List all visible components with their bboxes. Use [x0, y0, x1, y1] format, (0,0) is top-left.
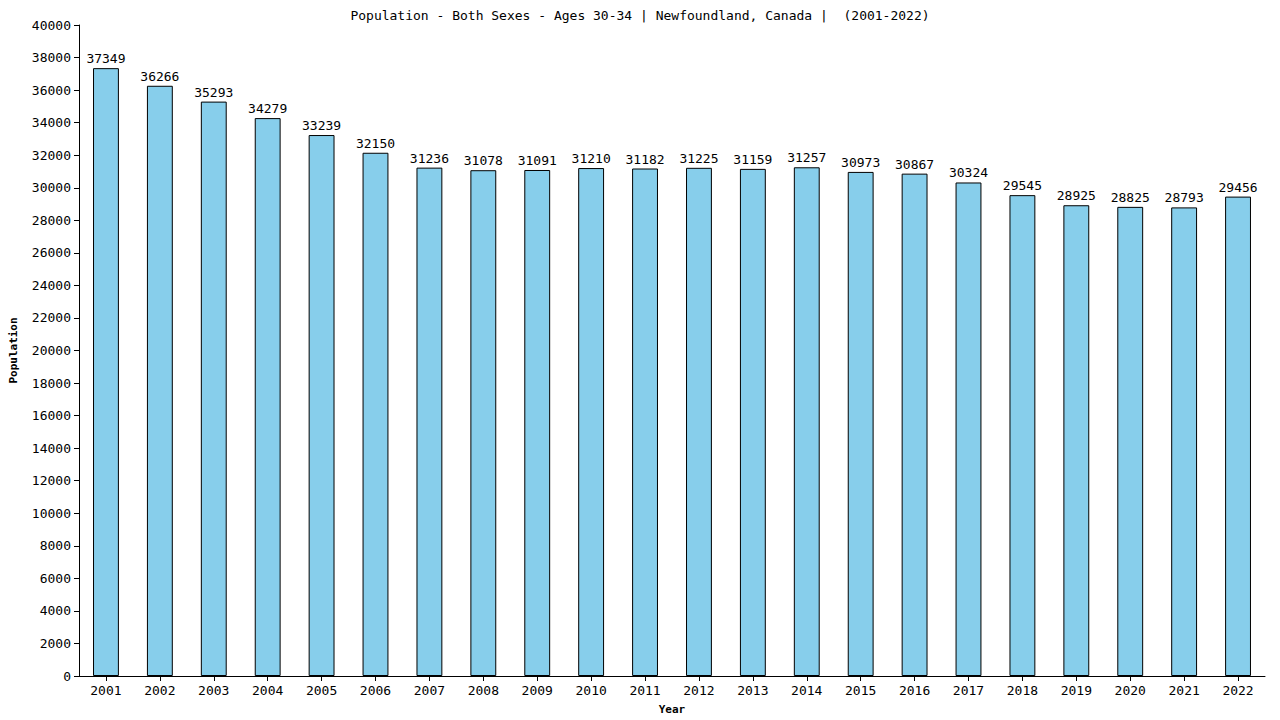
- svg-text:0: 0: [63, 669, 71, 684]
- svg-text:33239: 33239: [302, 118, 341, 133]
- svg-text:30867: 30867: [895, 157, 934, 172]
- svg-text:36266: 36266: [140, 69, 179, 84]
- svg-text:4000: 4000: [40, 603, 71, 618]
- svg-text:28000: 28000: [32, 213, 71, 228]
- svg-text:16000: 16000: [32, 408, 71, 423]
- svg-text:30324: 30324: [949, 165, 988, 180]
- svg-text:37349: 37349: [86, 51, 125, 66]
- svg-text:26000: 26000: [32, 245, 71, 260]
- svg-text:28825: 28825: [1111, 190, 1150, 205]
- svg-text:Population - Both Sexes - Ages: Population - Both Sexes - Ages 30-34 | N…: [350, 8, 929, 23]
- svg-text:36000: 36000: [32, 83, 71, 98]
- svg-text:2000: 2000: [40, 636, 71, 651]
- svg-text:18000: 18000: [32, 376, 71, 391]
- svg-text:30973: 30973: [841, 155, 880, 170]
- svg-text:34000: 34000: [32, 115, 71, 130]
- svg-text:2022: 2022: [1222, 683, 1253, 698]
- svg-text:31078: 31078: [464, 153, 503, 168]
- svg-text:2012: 2012: [683, 683, 714, 698]
- svg-text:Population: Population: [7, 317, 20, 383]
- svg-text:24000: 24000: [32, 278, 71, 293]
- svg-text:12000: 12000: [32, 473, 71, 488]
- svg-text:2020: 2020: [1115, 683, 1146, 698]
- svg-text:2013: 2013: [737, 683, 768, 698]
- svg-text:2019: 2019: [1061, 683, 1092, 698]
- svg-text:31210: 31210: [572, 151, 611, 166]
- svg-text:31236: 31236: [410, 151, 449, 166]
- svg-text:2016: 2016: [899, 683, 930, 698]
- svg-text:40000: 40000: [32, 18, 71, 33]
- svg-text:32150: 32150: [356, 136, 395, 151]
- svg-text:2001: 2001: [90, 683, 121, 698]
- svg-text:8000: 8000: [40, 538, 71, 553]
- svg-text:10000: 10000: [32, 506, 71, 521]
- svg-text:31225: 31225: [679, 151, 718, 166]
- svg-text:2015: 2015: [845, 683, 876, 698]
- svg-text:2009: 2009: [522, 683, 553, 698]
- svg-text:31091: 31091: [518, 153, 557, 168]
- svg-text:29456: 29456: [1218, 180, 1257, 195]
- svg-text:2017: 2017: [953, 683, 984, 698]
- svg-text:2003: 2003: [198, 683, 229, 698]
- svg-text:31257: 31257: [787, 150, 826, 165]
- svg-text:35293: 35293: [194, 85, 233, 100]
- svg-text:28793: 28793: [1165, 190, 1204, 205]
- svg-text:28925: 28925: [1057, 188, 1096, 203]
- svg-text:34279: 34279: [248, 101, 287, 116]
- svg-text:2018: 2018: [1007, 683, 1038, 698]
- svg-text:2004: 2004: [252, 683, 283, 698]
- svg-text:2005: 2005: [306, 683, 337, 698]
- svg-text:2006: 2006: [360, 683, 391, 698]
- svg-text:2011: 2011: [629, 683, 660, 698]
- svg-text:31182: 31182: [625, 152, 664, 167]
- svg-text:32000: 32000: [32, 148, 71, 163]
- svg-text:Year: Year: [659, 703, 686, 716]
- svg-text:31159: 31159: [733, 152, 772, 167]
- svg-text:30000: 30000: [32, 180, 71, 195]
- svg-text:2008: 2008: [468, 683, 499, 698]
- svg-text:29545: 29545: [1003, 178, 1042, 193]
- svg-text:2002: 2002: [144, 683, 175, 698]
- svg-text:14000: 14000: [32, 441, 71, 456]
- svg-text:2021: 2021: [1168, 683, 1199, 698]
- svg-text:38000: 38000: [32, 50, 71, 65]
- svg-text:6000: 6000: [40, 571, 71, 586]
- svg-text:2007: 2007: [414, 683, 445, 698]
- svg-text:22000: 22000: [32, 310, 71, 325]
- svg-text:2010: 2010: [575, 683, 606, 698]
- svg-text:2014: 2014: [791, 683, 822, 698]
- svg-text:20000: 20000: [32, 343, 71, 358]
